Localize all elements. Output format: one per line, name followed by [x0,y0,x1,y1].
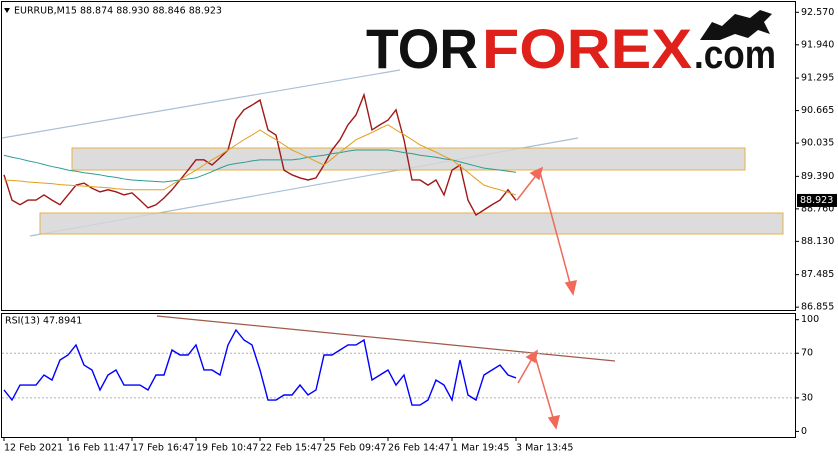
logo-bull [700,10,772,40]
arrow [516,172,539,201]
last-price-label: 88.923 [800,195,833,206]
arrow [517,356,534,384]
rsi-panel [1,313,796,438]
y-tick-label: 70 [801,348,813,359]
x-tick-label: 17 Feb 16:47 [132,443,194,454]
y-tick-label: 92.570 [801,7,834,18]
series-line [3,124,517,196]
arrow-head [525,349,539,364]
series-line [3,328,517,406]
y-tick-label: 86.855 [801,302,834,313]
x-tick-label: 26 Feb 14:47 [388,443,450,454]
y-tick-label: 91.295 [801,73,834,84]
series-line [3,149,517,183]
logo-part: TOR [366,17,478,80]
logo-part: FOREX [482,17,692,80]
logo: TOR FOREX .com [366,10,776,80]
x-tick-label: 19 Feb 10:47 [196,443,258,454]
y-tick-label: 87.485 [801,269,834,280]
y-tick-label: 30 [801,392,813,403]
x-tick-label: 16 Feb 11:47 [68,443,130,454]
arrow-head [547,415,561,430]
x-tick-label: 25 Feb 09:47 [324,443,386,454]
support-zone [39,212,784,235]
marks [2,92,795,406]
forecast-arrows [516,166,577,430]
y-tick-label: 88.760 [801,203,834,214]
rsi-title: RSI(13) 47.8941 [5,316,82,327]
last-price-box [797,193,837,207]
x-tick-label: 1 Mar 19:45 [452,443,509,454]
y-tick-label: 100 [801,314,819,325]
channel-upper [1,69,401,139]
title-icon [4,8,10,13]
arrow [534,355,555,422]
logo-part: .com [694,33,776,77]
arrow-head [564,280,577,296]
y-tick-label: 0 [801,426,807,437]
x-tick-label: 3 Mar 13:45 [516,443,573,454]
x-tick-label: 22 Feb 15:47 [260,443,322,454]
y-tick-label: 90.035 [801,138,834,149]
y-tick-label: 91.940 [801,39,834,50]
y-tick-label: 89.390 [801,171,834,182]
x-tick-label: 12 Feb 2021 [4,443,63,454]
y-tick-label: 88.130 [801,236,834,247]
y-tick-label: 90.665 [801,105,834,116]
chart-title: EURRUB,M15 88.874 88.930 88.846 88.923 [14,6,222,17]
arrow [539,171,572,288]
